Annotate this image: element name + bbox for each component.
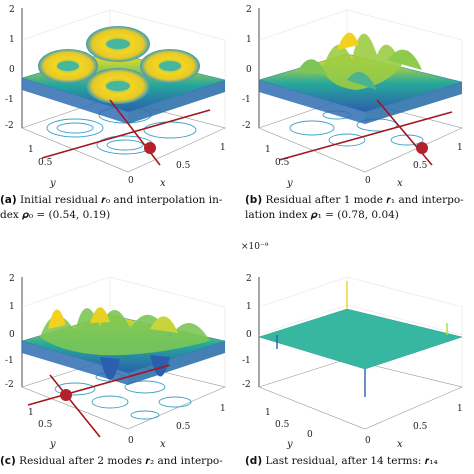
caption-a: (a) Initial residual 𝒓₀ and interpolatio…: [0, 193, 236, 223]
y-tick: 1: [28, 408, 34, 418]
interpolation-index-marker: [41, 99, 211, 166]
contour-lines: [54, 372, 192, 420]
surface-humps: [38, 26, 200, 104]
caption-text: dex 𝝆₀ = (0.54, 0.19): [0, 209, 111, 221]
x-tick: 1: [457, 404, 463, 414]
caption-c: (c) Residual after 2 modes 𝒓₂ and interp…: [0, 454, 236, 469]
surface-spikes: [276, 281, 448, 397]
caption-label: (b): [245, 194, 263, 206]
caption-label: (a): [0, 194, 17, 206]
y-axis-label: y: [286, 439, 293, 450]
panel-b-plot: 2 1 0 -1 -2 1 0.5 y 0 0.5 1 x: [242, 5, 463, 189]
x-tick: 0: [128, 176, 134, 186]
x-axis-label: x: [160, 178, 166, 189]
z-tick: -1: [242, 95, 251, 105]
base-plane: [258, 358, 463, 430]
z-tick: -1: [5, 95, 14, 105]
x-axis-label: x: [397, 178, 403, 189]
y-tick: 1: [265, 145, 271, 155]
x-tick: 0: [365, 436, 371, 446]
z-tick: -2: [242, 121, 251, 131]
z-tick: 0: [9, 65, 15, 75]
y-tick: 0.5: [275, 158, 290, 168]
x-axis-label: x: [160, 439, 166, 450]
residual-surface: [258, 308, 463, 370]
interpolation-index-marker: [27, 364, 171, 438]
caption-b: (b) Residual after 1 mode 𝒓₁ and interpo…: [245, 193, 474, 223]
z-tick-labels: 2 1 0 -1 -2: [5, 5, 15, 131]
z-tick: 1: [9, 35, 15, 45]
y-axis-label: y: [286, 178, 293, 189]
surface-skirt: [22, 341, 128, 385]
z-tick-labels: 2 1 0 -1 -2: [242, 274, 252, 390]
caption-text: Initial residual 𝒓₀ and interpolation in…: [20, 194, 223, 206]
z-tick: 1: [246, 35, 252, 45]
caption-text: Last residual, after 14 terms: 𝒓₁₄: [265, 455, 438, 467]
z-tick: 2: [246, 274, 252, 284]
x-tick: 0.5: [413, 161, 428, 171]
panel-d-plot: ×10⁻⁹ 2 1 0 -1 -2 1 0.5 0 y 0 0.5 1 x: [241, 242, 463, 450]
surface-skirt: [259, 80, 365, 124]
x-tick: 0: [128, 436, 134, 446]
z-tick-labels: 2 1 0 -1 -2: [5, 274, 15, 390]
x-axis-label: x: [397, 439, 403, 450]
panel-c-plot: 2 1 0 -1 -2 1 0.5 y 0 0.5 1 x: [5, 274, 226, 450]
caption-text: lation index 𝝆₁ = (0.78, 0.04): [245, 209, 399, 221]
y-tick: 0: [307, 430, 313, 440]
x-tick: 1: [220, 404, 226, 414]
y-tick: 0.5: [275, 420, 290, 430]
caption-d: (d) Last residual, after 14 terms: 𝒓₁₄: [245, 454, 474, 469]
caption-label: (c): [0, 455, 16, 467]
z-tick: -2: [5, 380, 14, 390]
z-tick: -1: [5, 356, 14, 366]
z-tick: 0: [9, 330, 15, 340]
z-tick: 2: [9, 5, 15, 15]
caption-text: Residual after 2 modes 𝒓₂ and interpo-: [19, 455, 223, 467]
z-tick: -2: [5, 121, 14, 131]
caption-text: Residual after 1 mode 𝒓₁ and interpo-: [265, 194, 464, 206]
surface-peaks: [40, 307, 210, 381]
z-tick: 0: [246, 65, 252, 75]
z-tick: 2: [246, 5, 252, 15]
z-exponent: ×10⁻⁹: [241, 242, 269, 252]
x-tick: 0.5: [176, 422, 191, 432]
z-tick: 2: [9, 274, 15, 284]
surface-skirt: [128, 341, 225, 385]
z-tick: 1: [9, 302, 15, 312]
y-tick: 0.5: [38, 420, 53, 430]
z-tick: -2: [242, 380, 251, 390]
surface-peaks: [297, 32, 422, 90]
x-tick: 0.5: [176, 161, 191, 171]
z-tick: 1: [246, 302, 252, 312]
y-tick: 1: [28, 145, 34, 155]
x-tick: 0: [365, 176, 371, 186]
surface-skirt: [128, 80, 225, 124]
y-axis-label: y: [49, 178, 56, 189]
surface-skirt: [22, 78, 128, 124]
caption-label: (d): [245, 455, 263, 467]
z-tick: 0: [246, 330, 252, 340]
x-tick: 1: [220, 143, 226, 153]
x-tick: 0.5: [413, 422, 428, 432]
y-axis-label: y: [49, 439, 56, 450]
x-tick: 1: [457, 143, 463, 153]
y-tick: 1: [265, 408, 271, 418]
y-tick: 0.5: [38, 158, 53, 168]
interpolation-index-marker: [278, 99, 453, 166]
z-tick-labels: 2 1 0 -1 -2: [242, 5, 252, 131]
panel-a-plot: 2 1 0 -1 -2 1 0.5 y 0 0.5 1 x: [5, 5, 226, 189]
z-tick: -1: [242, 356, 251, 366]
